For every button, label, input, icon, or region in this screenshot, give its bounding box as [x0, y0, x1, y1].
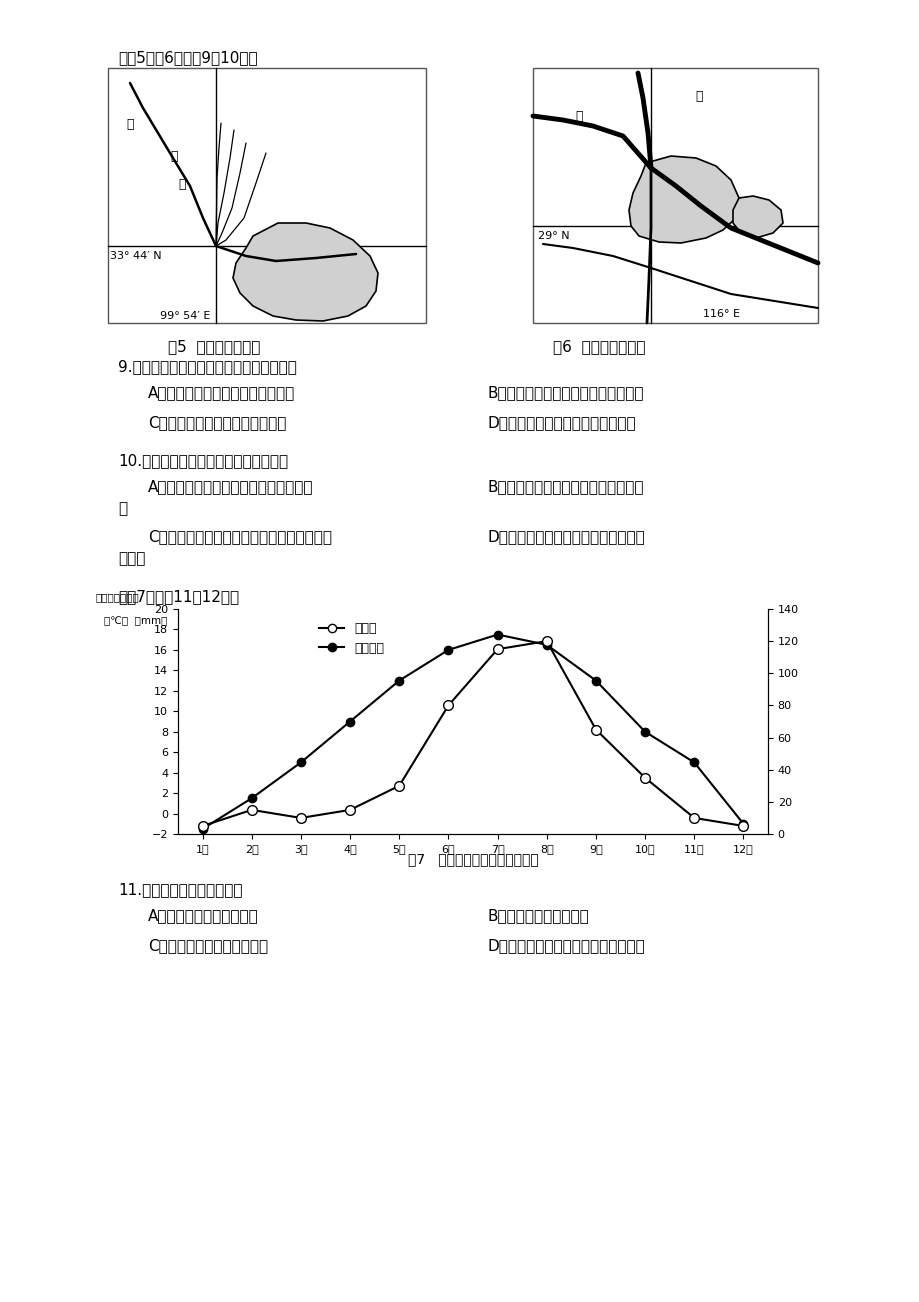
Polygon shape — [233, 223, 378, 322]
Text: 江: 江 — [694, 90, 702, 103]
Polygon shape — [629, 156, 738, 243]
Text: C．二者季节变化都大，但甲湖年际变化较小: C．二者季节变化都大，但甲湖年际变化较小 — [148, 529, 332, 544]
Text: A．甲湖与乙湖季节变化与年际变化都小: A．甲湖与乙湖季节变化与年际变化都小 — [148, 479, 313, 493]
Text: 图7   我国某地气温与降水折线图: 图7 我国某地气温与降水折线图 — [407, 852, 538, 866]
Text: 哈: 哈 — [170, 150, 177, 163]
Text: C．濒临海洋，气温年较差小: C．濒临海洋，气温年较差小 — [148, 937, 267, 953]
Text: 33° 44′ N: 33° 44′ N — [110, 251, 162, 260]
Text: 化较大: 化较大 — [118, 551, 145, 566]
Text: B．全球变暖，甲湖面积近期可能增大: B．全球变暖，甲湖面积近期可能增大 — [487, 385, 644, 400]
Text: D．降雨增加，两湖面积长时间增大: D．降雨增加，两湖面积长时间增大 — [487, 415, 636, 430]
Text: 图6  乙湖水系示意图: 图6 乙湖水系示意图 — [552, 339, 645, 354]
Text: D．属于温带季风气候，冬季寒冷干燥: D．属于温带季风气候，冬季寒冷干燥 — [487, 937, 645, 953]
Bar — [532, 68, 817, 323]
Text: 读图7，完成11～12题。: 读图7，完成11～12题。 — [118, 589, 239, 604]
Bar — [108, 68, 425, 323]
Text: 河: 河 — [177, 178, 186, 191]
Text: 99° 54′ E: 99° 54′ E — [160, 311, 210, 322]
Legend: 降水量, 平均气温: 降水量, 平均气温 — [313, 617, 389, 660]
Text: 读图5、图6，完成9～10题。: 读图5、图6，完成9～10题。 — [118, 49, 257, 65]
Text: 29° N: 29° N — [538, 230, 569, 241]
Text: 平均气温降水量: 平均气温降水量 — [95, 592, 139, 603]
Text: 116° E: 116° E — [702, 309, 739, 319]
Text: 9.关于甲乙湖区面积变化的因素描述正确的: 9.关于甲乙湖区面积变化的因素描述正确的 — [118, 359, 297, 374]
Text: A．围湖造田，导致两湖区面积减小: A．围湖造田，导致两湖区面积减小 — [148, 385, 295, 400]
Text: 布: 布 — [126, 118, 133, 132]
Text: C．过度引湖灌溉，两湖面积减小: C．过度引湖灌溉，两湖面积减小 — [148, 415, 286, 430]
Polygon shape — [732, 197, 782, 238]
Text: B．海拔较高，夏季凉爽: B．海拔较高，夏季凉爽 — [487, 907, 589, 923]
Text: 11.图中气候特征描述正确的: 11.图中气候特征描述正确的 — [118, 881, 243, 897]
Text: 长: 长 — [574, 109, 582, 122]
Text: A．深居内陆，年降水量小: A．深居内陆，年降水量小 — [148, 907, 258, 923]
Text: （℃）  （mm）: （℃） （mm） — [104, 616, 167, 626]
Text: B．甲湖与乙湖季节变化与年际变化都: B．甲湖与乙湖季节变化与年际变化都 — [487, 479, 644, 493]
Text: 大: 大 — [118, 501, 127, 516]
Text: 图5  甲湖水系示意图: 图5 甲湖水系示意图 — [168, 339, 260, 354]
Text: 10.甲湖与乙湖入湖水量变化说法正确的: 10.甲湖与乙湖入湖水量变化说法正确的 — [118, 453, 288, 467]
Text: D．二者季节变化都大，但甲湖年际变: D．二者季节变化都大，但甲湖年际变 — [487, 529, 645, 544]
